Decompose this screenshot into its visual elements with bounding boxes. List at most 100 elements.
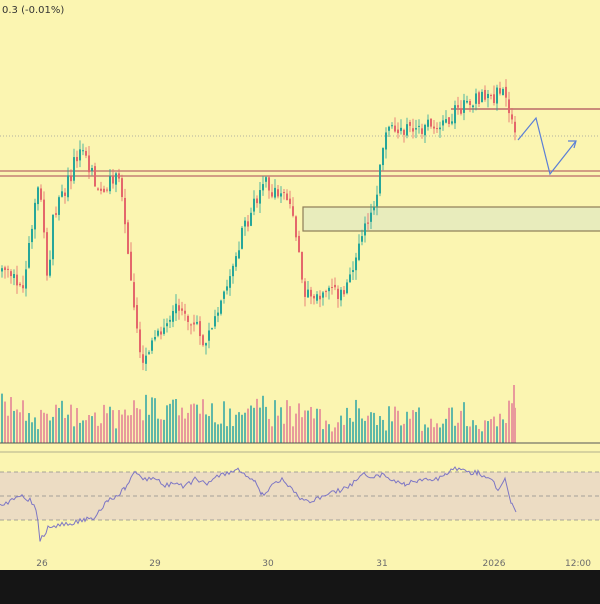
- candle-body: [91, 168, 93, 171]
- volume-bar: [196, 404, 198, 443]
- candle-body: [256, 198, 258, 204]
- x-axis: 26 29 30 31 2026 12:00: [36, 559, 591, 569]
- volume-bar: [244, 412, 246, 443]
- candle-body: [418, 125, 420, 127]
- candle-body: [271, 192, 273, 197]
- candle-body: [289, 198, 291, 204]
- candle-body: [61, 191, 63, 197]
- candle-body: [460, 108, 462, 114]
- volume-bar: [442, 423, 444, 443]
- volume-bar: [31, 422, 33, 443]
- candle-body: [436, 128, 438, 130]
- candle-body: [364, 223, 366, 236]
- volume-bar: [115, 428, 117, 443]
- volume-bar: [97, 425, 99, 443]
- candle-body: [64, 192, 66, 196]
- volume-bar: [67, 414, 69, 443]
- volume-bar: [301, 417, 303, 443]
- candle-body: [259, 190, 261, 204]
- candle-body: [217, 312, 219, 316]
- candle-body: [223, 291, 225, 299]
- volume-bar: [370, 412, 372, 443]
- candle-body: [130, 251, 132, 281]
- candle-body: [511, 114, 513, 120]
- candle-body: [358, 243, 360, 260]
- candle-body: [376, 194, 378, 207]
- volume-bar: [427, 427, 429, 443]
- volume-bar: [169, 403, 171, 443]
- candle-body: [274, 187, 276, 198]
- volume-bar: [28, 413, 30, 443]
- volume-bar: [466, 426, 468, 443]
- volume-bar: [265, 406, 267, 443]
- volume-bar: [61, 400, 63, 443]
- volume-bar: [277, 415, 279, 443]
- volume-bar: [22, 400, 24, 443]
- volume-bar: [19, 412, 21, 443]
- volume-bar: [472, 420, 474, 443]
- volume-bar: [334, 427, 336, 443]
- candle-body: [316, 294, 318, 301]
- candle-body: [109, 176, 111, 192]
- volume-bar: [103, 404, 105, 443]
- volume-bar: [82, 420, 84, 443]
- candle-body: [415, 128, 417, 130]
- candle-body: [115, 173, 117, 185]
- volume-bar: [433, 427, 435, 443]
- candle-body: [304, 281, 306, 297]
- candle-body: [481, 91, 483, 102]
- candle-body: [475, 93, 477, 104]
- rsi-band: [0, 472, 600, 520]
- candle-body: [355, 257, 357, 271]
- volume-bar: [382, 419, 384, 443]
- candle-body: [331, 287, 333, 289]
- candle-body: [334, 284, 336, 288]
- candle-body: [295, 216, 297, 238]
- volume-bar: [373, 412, 375, 443]
- candle-body: [211, 328, 213, 330]
- volume-bar: [142, 420, 144, 443]
- volume-bar: [367, 415, 369, 443]
- volume-bar: [52, 416, 54, 443]
- volume-bar: [487, 421, 489, 443]
- candle-body: [421, 128, 423, 134]
- volume-bar: [337, 422, 339, 443]
- volume-bars: [1, 385, 516, 443]
- candle-body: [73, 157, 75, 181]
- volume-bar: [25, 420, 27, 443]
- candle-body: [28, 243, 30, 268]
- volume-bar: [190, 404, 192, 443]
- volume-bar: [412, 410, 414, 443]
- volume-bar: [79, 422, 81, 443]
- candle-body: [448, 117, 450, 124]
- candle-body: [337, 288, 339, 299]
- volume-bar: [166, 405, 168, 443]
- volume-bar: [391, 421, 393, 443]
- volume-bar: [214, 422, 216, 443]
- candle-body: [70, 176, 72, 182]
- candle-body: [463, 100, 465, 113]
- candle-body: [7, 268, 9, 270]
- candle-body: [142, 354, 144, 363]
- candle-body: [55, 213, 57, 215]
- candle-body: [268, 177, 270, 191]
- volume-bar: [331, 431, 333, 443]
- volume-bar: [313, 418, 315, 443]
- volume-bar: [145, 394, 147, 443]
- volume-bar: [295, 413, 297, 443]
- candle-body: [391, 125, 393, 127]
- volume-bar: [46, 413, 48, 443]
- candle-body: [478, 92, 480, 105]
- volume-bar: [43, 412, 45, 443]
- volume-bar: [124, 409, 126, 443]
- volume-bar: [349, 418, 351, 443]
- volume-bar: [340, 415, 342, 443]
- candle-body: [106, 189, 108, 191]
- volume-bar: [358, 408, 360, 443]
- candle-body: [451, 121, 453, 124]
- candle-body: [253, 198, 255, 212]
- candle-body: [103, 188, 105, 192]
- volume-bar: [16, 409, 18, 443]
